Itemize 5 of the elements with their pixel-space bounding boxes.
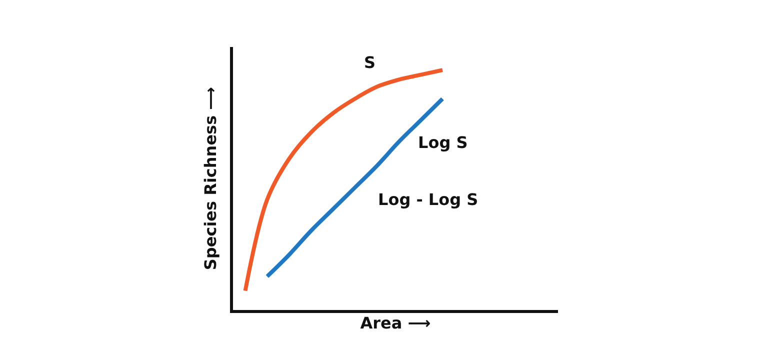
y-axis-title: Species Richness ⟶ [201, 86, 220, 270]
annotation: Log - Log S [378, 190, 478, 209]
annotation: S [364, 53, 376, 72]
annotation: Log S [418, 133, 468, 152]
x-axis-title: Area ⟶ [360, 313, 431, 332]
